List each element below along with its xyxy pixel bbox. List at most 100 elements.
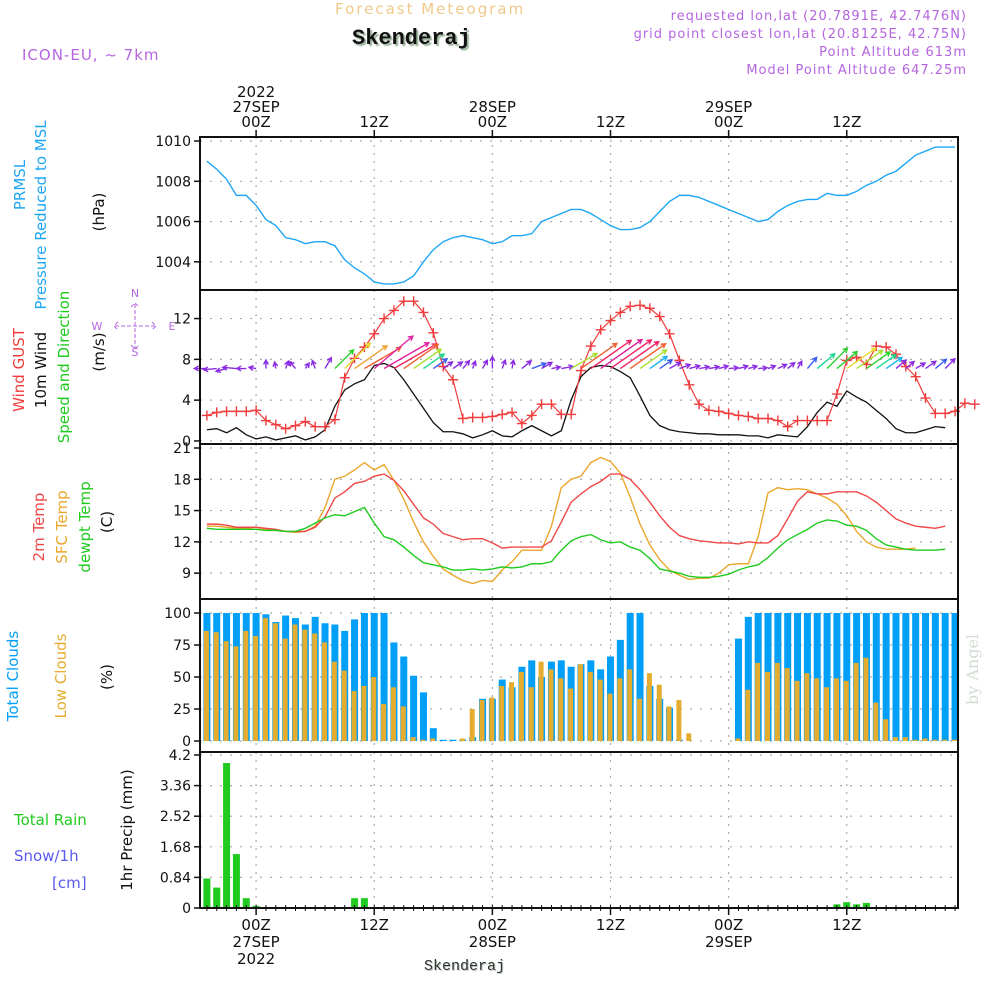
low-clouds-bar [479,700,485,741]
wind-direction-arrow [826,347,849,370]
gust-marker [526,410,537,421]
y-tick-label: 1008 [155,174,191,190]
low-clouds-bar [912,739,918,741]
label-percent-unit: (%) [98,664,116,690]
y-tick-label: 3.36 [160,779,191,795]
wind-direction-arrow [344,342,372,370]
wind-direction-arrow [944,357,956,370]
x-tick-label-bottom: 12Z [832,916,861,934]
x-tick-label-bottom: 00Z [714,916,743,934]
wind-direction-arrow [481,358,489,369]
wind-direction-arrow [570,352,599,370]
wind-direction-arrow [262,358,269,369]
gust-marker [703,405,714,416]
gust-marker [792,415,803,426]
low-clouds-bar [262,618,268,741]
wind-direction-arrow [272,360,279,369]
gust-marker [930,408,941,419]
total-clouds-bar [744,616,752,741]
y-tick-label: 15 [173,504,191,520]
wind-direction-arrow [934,358,948,370]
wind-direction-arrow [354,344,389,370]
x-tick-label-top: 12Z [360,113,389,131]
gust-marker [447,374,458,385]
gust-marker [457,413,468,424]
low-clouds-bar [656,684,662,741]
gust-marker [881,342,892,353]
label-sfc-temp: SFC Temp [53,490,71,563]
x-tick-label-bottom: 2022 [237,950,275,968]
total-clouds-bar [833,613,841,741]
label-speed-direction: Speed and Direction [55,291,73,444]
temp-2m-line [206,473,946,549]
wind-direction-arrow [649,355,669,370]
sfc-temp-line [206,456,916,585]
low-clouds-bar [312,633,318,741]
gust-marker [211,407,222,418]
y-tick-label: 100 [164,606,191,622]
low-clouds-bar [902,737,908,741]
gust-marker [664,328,675,339]
total-clouds-bar [636,613,644,741]
rain-bar [213,887,221,908]
x-tick-label-top: 12Z [832,113,861,131]
dewpt-temp-line [206,506,946,579]
gust-marker [290,420,301,431]
label-1hr-precip: 1hr Precip (mm) [118,769,136,890]
low-clouds-bar [892,737,898,741]
gust-marker [644,303,655,314]
low-clouds-bar [942,739,948,741]
wind-direction-arrow [373,335,414,370]
x-tick-label-top: 00Z [478,113,507,131]
low-clouds-bar [528,687,534,741]
wind-direction-arrow [600,338,644,370]
gust-marker [260,415,271,426]
total-clouds-bar [449,739,457,741]
gust-marker [329,414,340,425]
low-clouds-bar [518,671,524,741]
gust-marker [743,411,754,422]
low-clouds-bar [833,678,839,741]
wind-direction-arrow [202,366,217,373]
y-tick-label: 50 [173,670,191,686]
gust-marker [635,300,646,311]
gust-marker [408,296,419,307]
low-clouds-bar [755,662,761,741]
gust-marker [369,328,380,339]
gust-marker [782,421,793,432]
x-tick-label-top: 2022 [237,83,275,101]
low-clouds-bar [253,636,259,741]
total-clouds-bar [902,613,910,741]
low-clouds-bar [883,719,889,741]
wind-direction-arrow [767,364,777,371]
gust-marker [516,418,527,429]
x-tick-label-bottom: 00Z [241,916,270,934]
wind-direction-arrow [531,361,548,370]
low-clouds-bar [568,688,574,741]
y-tick-label: 1004 [155,255,191,271]
low-clouds-bar [735,738,741,741]
gust-marker [556,409,567,420]
low-clouds-bar [558,678,564,741]
gust-marker [969,399,980,410]
y-tick-label: 0 [182,434,191,450]
wind-direction-arrow [708,364,721,371]
gust-marker [251,405,262,416]
low-clouds-bar [765,671,771,741]
gust-marker [920,393,931,404]
label-10m-wind: 10m Wind [32,332,50,408]
rain-bar [232,854,240,908]
gust-marker [487,411,498,422]
wind-speed-line [206,362,946,441]
gust-marker [772,415,783,426]
low-clouds-bar [243,630,249,741]
gust-marker [684,379,695,390]
x-tick-label-bottom: 00Z [478,916,507,934]
y-tick-label: 1006 [155,215,191,231]
low-clouds-bar [617,678,623,741]
low-clouds-bar [587,671,593,741]
y-tick-label: 0.84 [160,870,191,886]
total-clouds-bar [892,613,900,741]
label-ms-unit: (m/s) [90,332,108,371]
total-clouds-bar [941,613,949,741]
